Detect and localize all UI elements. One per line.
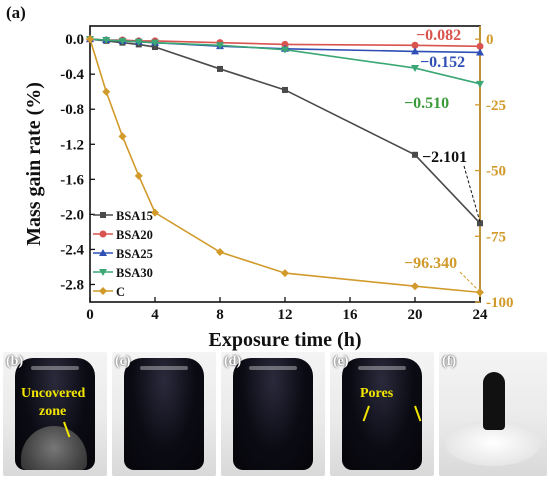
legend-label: BSA20 — [116, 228, 153, 242]
x-tick-label: 16 — [343, 307, 359, 323]
data-point — [102, 87, 111, 96]
data-point — [411, 41, 419, 49]
x-axis-label: Exposure time (h) — [209, 329, 362, 351]
value-annotation: −0.510 — [404, 95, 449, 112]
jar-image — [342, 358, 422, 470]
data-point — [281, 40, 289, 48]
data-point — [134, 38, 143, 46]
data-point — [86, 35, 94, 44]
value-annotation: −0.152 — [420, 54, 465, 71]
sample-image — [483, 372, 505, 430]
y-right-tick-label: -75 — [486, 229, 506, 245]
photo-caption: Uncovered — [21, 386, 86, 401]
legend-item: BSA25 — [93, 247, 153, 261]
panel-label: (a) — [6, 3, 26, 22]
y-right-tick-label: -25 — [486, 98, 506, 114]
x-tick-label: 4 — [151, 307, 159, 323]
y-left-tick-label: -2.0 — [60, 207, 84, 223]
series-bsa30 — [86, 36, 484, 88]
data-point — [217, 65, 223, 72]
legend-label: C — [116, 285, 125, 299]
legend-item: BSA15 — [93, 209, 153, 223]
data-point — [412, 151, 418, 158]
data-point — [134, 171, 143, 180]
data-point — [476, 48, 484, 56]
data-point — [118, 37, 127, 45]
photo-strip: (b) Uncovered zone (c) (d) (e) Pores (f) — [0, 352, 550, 482]
y-left-tick-label: -1.6 — [60, 172, 84, 188]
value-annotation: −96.340 — [404, 255, 457, 272]
photo-d: (d) — [221, 352, 325, 476]
y-left-tick-label: 0.0 — [65, 32, 84, 48]
data-point — [411, 282, 419, 291]
photo-label: (e) — [333, 354, 349, 369]
y-right-tick-label: -100 — [486, 295, 514, 311]
data-point — [216, 248, 224, 257]
legend-marker — [99, 269, 107, 276]
mass-gain-chart: (a) 0 4 8 12 16 20 24 0.0 -0.4 -0.8 -1.2 -1.6 -2.0 -2… — [6, 3, 514, 351]
x-tick-label: 20 — [408, 307, 423, 323]
x-tick-label: 24 — [473, 307, 489, 323]
jar-image — [124, 358, 204, 470]
legend-marker — [99, 249, 107, 256]
data-point — [281, 269, 289, 278]
data-point — [216, 42, 224, 50]
photo-label: (d) — [224, 354, 242, 369]
legend-item: BSA30 — [93, 266, 153, 280]
data-point — [411, 65, 419, 73]
data-point — [476, 42, 484, 50]
photo-label: (b) — [6, 354, 24, 369]
value-annotation: −2.101 — [422, 149, 467, 166]
y-right-tick-label: 0 — [486, 32, 494, 48]
x-tick-label: 0 — [86, 307, 94, 323]
y-left-tick-label: -0.4 — [60, 67, 84, 83]
data-point — [476, 288, 484, 297]
data-point — [282, 86, 288, 93]
legend-marker — [99, 230, 107, 238]
series-c — [86, 35, 484, 297]
y-left-tick-label: -0.8 — [60, 102, 84, 118]
legend-label: BSA30 — [116, 266, 153, 280]
legend-item: BSA20 — [93, 228, 153, 242]
photo-e: (e) Pores — [330, 352, 434, 476]
jar-image — [233, 358, 313, 470]
x-tick-label: 12 — [278, 307, 293, 323]
data-point — [118, 132, 127, 141]
legend-marker — [99, 287, 107, 295]
data-point — [151, 208, 159, 217]
legend-item: C — [93, 285, 125, 299]
photo-c: (c) — [112, 352, 216, 476]
data-point — [102, 37, 111, 45]
photo-label: (c) — [115, 354, 131, 369]
photo-caption: zone — [39, 404, 67, 419]
legend-label: BSA25 — [116, 247, 153, 261]
data-point — [476, 80, 484, 88]
y-left-tick-label: -2.8 — [60, 277, 84, 293]
data-point — [411, 47, 419, 55]
annotation-leader — [463, 165, 481, 223]
photo-caption: Pores — [360, 386, 394, 401]
data-point — [477, 220, 483, 227]
y-right-tick-label: -50 — [486, 164, 506, 180]
legend-marker — [100, 212, 106, 218]
data-point — [151, 39, 159, 47]
photo-label: (f) — [442, 354, 456, 369]
legend-label: BSA15 — [116, 209, 153, 223]
y-left-tick-label: -2.4 — [60, 242, 84, 258]
value-annotation: −0.082 — [416, 27, 461, 44]
photo-f: (f) — [439, 352, 547, 476]
annotation-leader — [459, 271, 481, 293]
y-left-tick-label: -1.2 — [60, 137, 84, 153]
y-axis-label: Mass gain rate (%) — [23, 82, 45, 246]
data-point — [152, 44, 158, 51]
data-point — [281, 46, 289, 54]
x-tick-label: 8 — [216, 307, 224, 323]
photo-b: (b) Uncovered zone — [3, 352, 107, 476]
